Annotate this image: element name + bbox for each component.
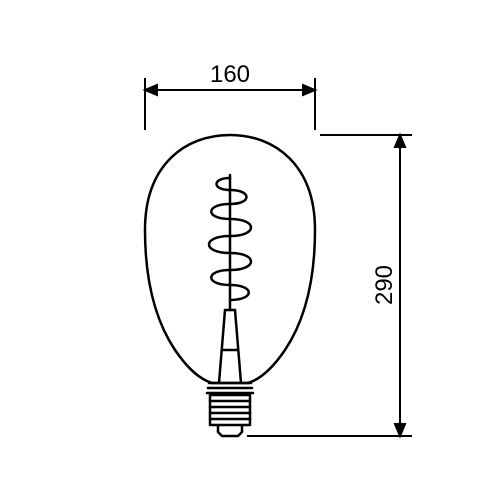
bulb-filament <box>209 175 251 383</box>
height-dimension-label: 290 <box>371 265 398 305</box>
width-dimension-label: 160 <box>210 61 250 88</box>
bulb-technical-drawing: 160 290 <box>0 0 500 500</box>
